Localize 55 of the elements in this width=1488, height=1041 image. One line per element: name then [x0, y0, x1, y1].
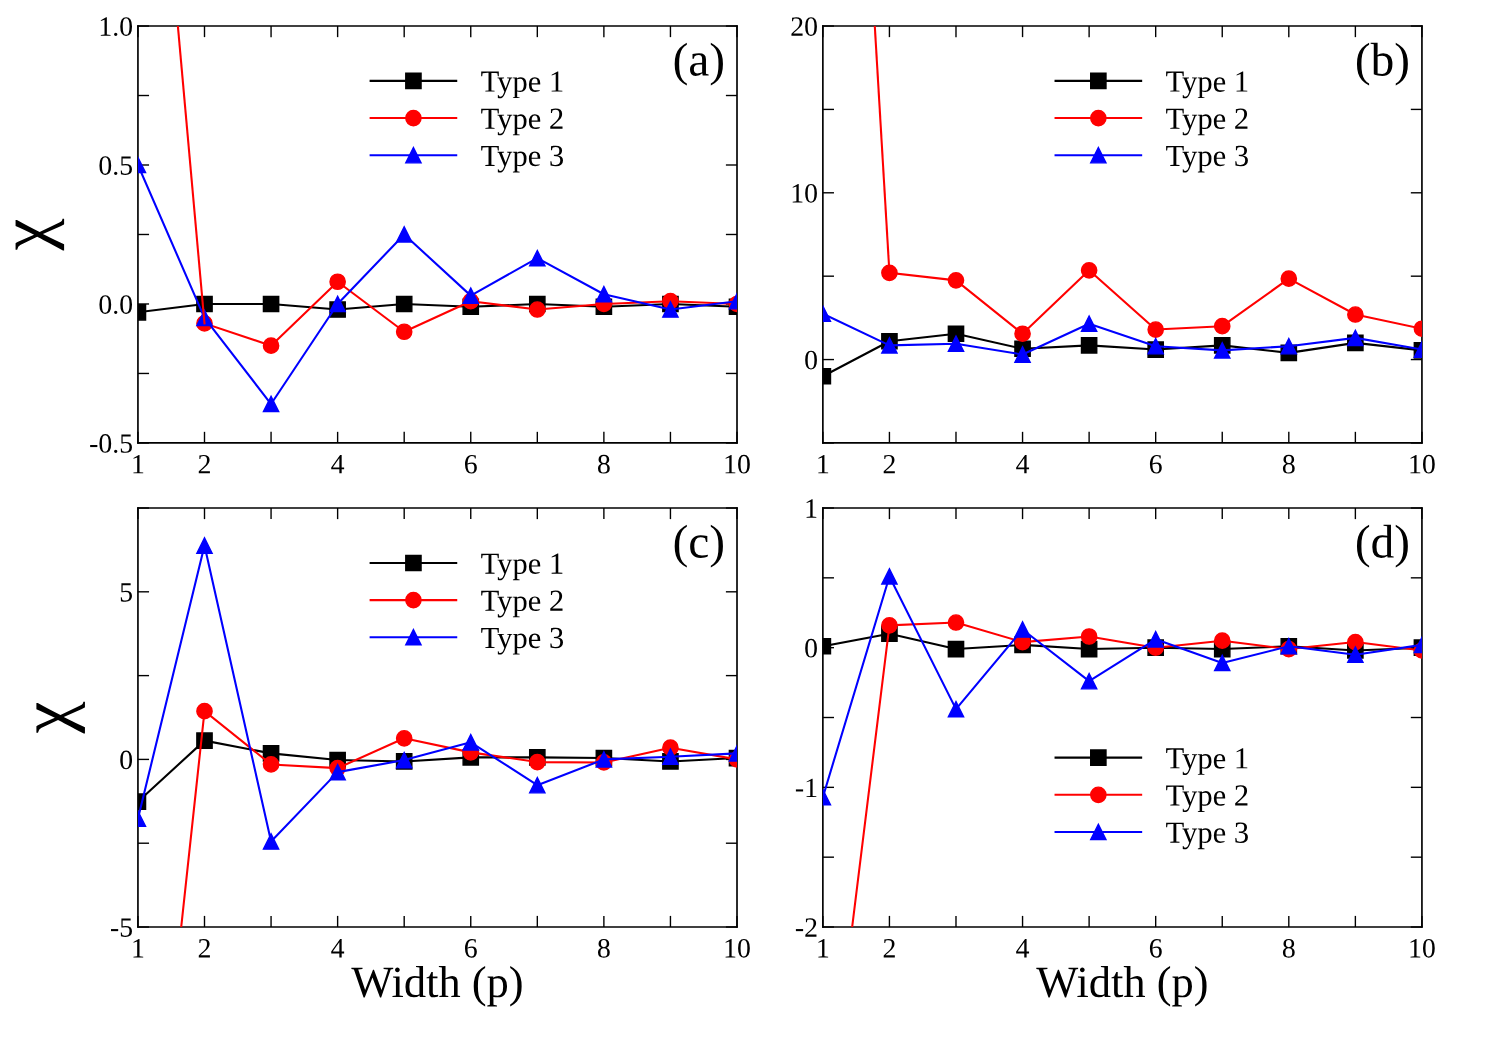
x-tick-label: 8 — [597, 454, 610, 474]
y-axis-title: χ — [36, 701, 85, 734]
legend-label: Type 3 — [1166, 822, 1248, 850]
x-tick-label: 2 — [198, 454, 210, 474]
x-tick-label: 10 — [1410, 454, 1435, 474]
y-tick-label: -1 — [795, 778, 817, 797]
y-tick-label: 1.0 — [100, 17, 133, 37]
legend-label: Type 3 — [481, 145, 564, 173]
x-tick-label: 4 — [331, 455, 345, 474]
y-tick-label: 20 — [791, 17, 817, 36]
y-tick-label: -0.5 — [90, 434, 132, 453]
y-tick-label: 0.0 — [99, 295, 133, 314]
annotation: (d) — [1356, 524, 1408, 568]
annotation: (b) — [1356, 42, 1408, 86]
x-tick-label: 4 — [331, 939, 345, 958]
x-tick-label: 2 — [198, 939, 210, 958]
x-tick-label: 10 — [725, 454, 750, 474]
x-tick-label: 8 — [597, 938, 610, 958]
x-tick-label: 6 — [1149, 454, 1162, 474]
x-tick-label: 8 — [1282, 454, 1295, 474]
annotation: (a) — [674, 42, 723, 86]
legend-label: Type 2 — [1166, 108, 1248, 136]
y-tick-label: 0.5 — [99, 156, 132, 176]
legend-label: Type 1 — [481, 553, 563, 581]
legend-label: Type 1 — [1166, 71, 1248, 99]
legend-label: Type 2 — [1166, 785, 1248, 813]
legend-label: Type 1 — [1166, 748, 1248, 775]
x-tick-label: 6 — [465, 454, 477, 474]
legend-label: Type 2 — [481, 590, 563, 618]
x-tick-label: 6 — [1149, 939, 1162, 958]
y-axis-title: χ — [15, 218, 65, 251]
y-tick-label: 5 — [120, 583, 132, 602]
y-tick-label: 0 — [805, 350, 817, 370]
y-tick-label: -5 — [110, 918, 132, 937]
y-tick-label: -2 — [795, 918, 817, 937]
x-tick-label: 6 — [465, 939, 477, 958]
legend-label: Type 2 — [481, 108, 563, 136]
y-tick-label: 1 — [806, 499, 817, 518]
legend-label: Type 3 — [481, 627, 564, 655]
x-tick-label: 2 — [883, 939, 895, 958]
x-tick-label: 10 — [725, 938, 750, 958]
x-tick-label: 8 — [1282, 938, 1295, 958]
x-tick-label: 10 — [1410, 938, 1435, 958]
x-tick-label: 4 — [1016, 939, 1030, 958]
x-axis-title: Width (p) — [351, 966, 522, 1007]
x-axis-title: Width (p) — [1036, 966, 1207, 1007]
annotation: (c) — [674, 524, 723, 568]
y-tick-label: 0 — [120, 750, 133, 770]
y-tick-label: 0 — [805, 638, 817, 658]
x-tick-label: 4 — [1016, 455, 1030, 474]
x-tick-label: 2 — [883, 454, 895, 474]
y-tick-label: 10 — [792, 183, 817, 203]
legend-label: Type 3 — [1166, 145, 1248, 173]
x-tick-label: 1 — [818, 939, 829, 958]
legend-label: Type 1 — [481, 71, 563, 99]
